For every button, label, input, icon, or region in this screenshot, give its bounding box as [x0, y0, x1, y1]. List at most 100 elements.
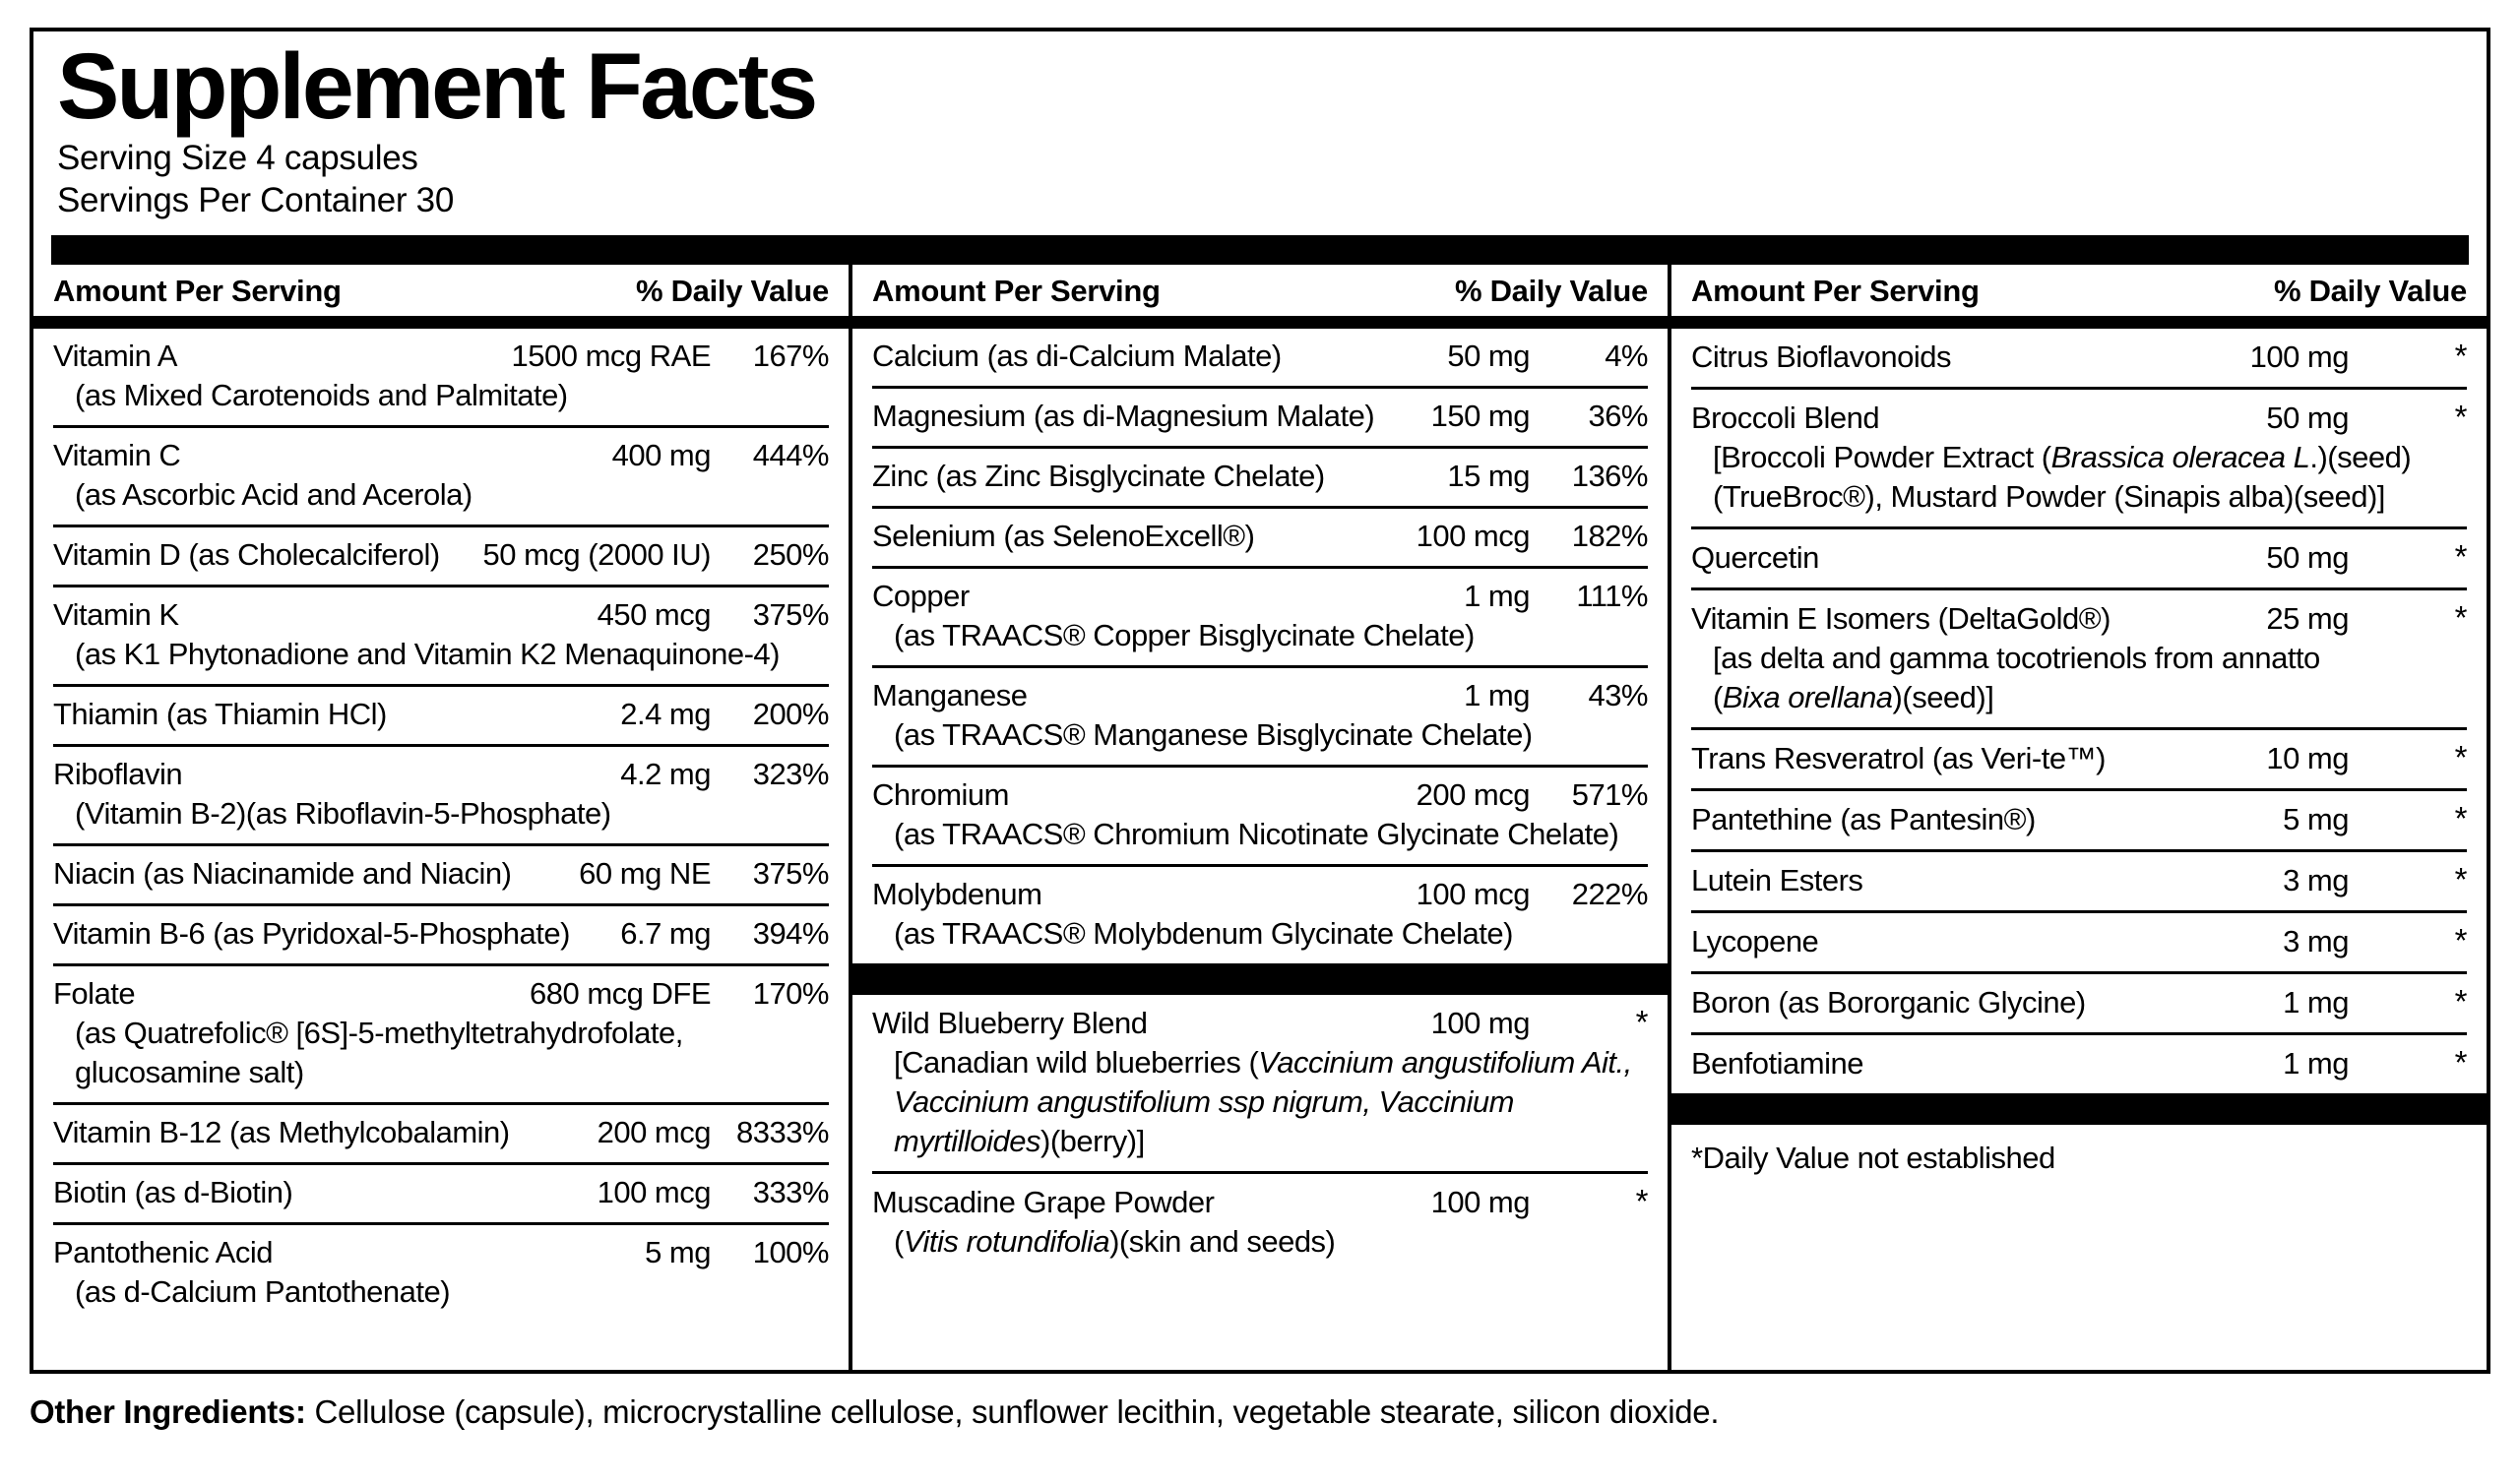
header-amount-label: Amount Per Serving: [872, 273, 1161, 308]
source-text: )(berry)]: [1040, 1123, 1145, 1158]
nutrient-name: Thiamin (as Thiamin HCl): [53, 696, 387, 731]
nutrient-dv: 182%: [1571, 518, 1649, 553]
nutrient-row: Chromium 200 mcg 571% (as TRAACS® Chromi…: [872, 764, 1649, 864]
nutrient-source: [as delta and gamma tocotrienols from an…: [1713, 640, 2320, 675]
source-text: )(seed)]: [1892, 679, 1994, 714]
nutrient-line: Vitamin B-6 (as Pyridoxal-5-Phosphate) 6…: [53, 914, 830, 954]
header-underline-bar: [33, 315, 849, 329]
nutrient-line: Molybdenum 100 mcg 222%: [872, 875, 1649, 914]
nutrient-name: Trans Resveratrol (as Veri-te™): [1691, 740, 2106, 775]
nutrient-name: Wild Blueberry Blend: [872, 1005, 1148, 1040]
nutrient-row: Citrus Bioflavonoids 100 mg *: [1691, 329, 2468, 387]
nutrient-name: Vitamin A: [53, 338, 177, 373]
nutrient-amount: 100 mcg: [1416, 876, 1531, 911]
nutrient-line: Benfotiamine 1 mg *: [1691, 1043, 2468, 1083]
nutrient-source: (Vitamin B-2)(as Riboflavin-5-Phosphate): [75, 795, 611, 831]
nutrient-amount: 1 mg: [1464, 677, 1530, 712]
daily-value-footnote: *Daily Value not established: [1691, 1140, 2055, 1175]
nutrient-source: (as K1 Phytonadione and Vitamin K2 Menaq…: [75, 636, 780, 671]
nutrient-amount: 1 mg: [1464, 578, 1530, 613]
column-1: Amount Per Serving % Daily Value Vitamin…: [33, 264, 852, 1370]
nutrient-amount: 1 mg: [2283, 984, 2349, 1020]
nutrient-name: Lutein Esters: [1691, 862, 1863, 897]
section-separator-bar: [852, 962, 1668, 995]
nutrient-amount: 2.4 mg: [620, 696, 711, 731]
nutrient-dv: 167%: [752, 338, 830, 373]
nutrient-amount: 50 mcg (2000 IU): [482, 536, 712, 572]
nutrient-amount: 100 mg: [1430, 1005, 1531, 1040]
latin-name: Vitis rotundifolia: [903, 1223, 1110, 1259]
nutrient-source: (as TRAACS® Molybdenum Glycinate Chelate…: [894, 915, 1513, 951]
nutrient-dv: 571%: [1571, 776, 1649, 812]
nutrient-line: Wild Blueberry Blend 100 mg *: [872, 1003, 1649, 1043]
header-separator-bar: [51, 234, 2469, 265]
nutrient-dv: *: [2454, 921, 2468, 958]
nutrient-dv: 375%: [752, 855, 830, 891]
column-2-rows: Calcium (as di-Calcium Malate) 50 mg 4% …: [852, 329, 1668, 1370]
nutrient-row: Vitamin D (as Cholecalciferol) 50 mcg (2…: [53, 524, 830, 585]
nutrient-line: Quercetin 50 mg *: [1691, 537, 2468, 578]
nutrient-dv: 111%: [1576, 578, 1648, 613]
nutrient-name: Manganese: [872, 677, 1028, 712]
nutrient-dv: *: [2454, 598, 2468, 636]
nutrient-dv: 323%: [752, 756, 830, 791]
nutrient-source: (as TRAACS® Copper Bisglycinate Chelate): [894, 617, 1475, 652]
nutrient-source: (as TRAACS® Manganese Bisglycinate Chela…: [894, 716, 1533, 752]
nutrient-name: Muscadine Grape Powder: [872, 1184, 1215, 1219]
nutrient-row: Calcium (as di-Calcium Malate) 50 mg 4%: [872, 329, 1649, 386]
nutrient-dv: 100%: [752, 1234, 830, 1269]
nutrient-row: Vitamin E Isomers (DeltaGold®) 25 mg * […: [1691, 587, 2468, 727]
nutrient-line: Broccoli Blend 50 mg *: [1691, 398, 2468, 438]
column-3-rows: Citrus Bioflavonoids 100 mg * Broccoli B…: [1671, 329, 2487, 1370]
nutrient-line: Chromium 200 mcg 571%: [872, 775, 1649, 815]
nutrient-dv: *: [1635, 1182, 1649, 1219]
nutrient-row: Copper 1 mg 111% (as TRAACS® Copper Bisg…: [872, 565, 1649, 665]
latin-name: Bixa orellana: [1722, 679, 1893, 714]
nutrient-amount: 100 mg: [1430, 1184, 1531, 1219]
nutrient-row: Folate 680 mcg DFE 170% (as Quatrefolic®…: [53, 962, 830, 1102]
column-1-rows: Vitamin A 1500 mcg RAE 167% (as Mixed Ca…: [33, 329, 849, 1370]
nutrient-dv: 200%: [752, 696, 830, 731]
nutrient-amount: 50 mg: [1447, 338, 1530, 373]
section-separator-bar: [1671, 1092, 2487, 1125]
nutrient-line: Manganese 1 mg 43%: [872, 676, 1649, 715]
nutrient-name: Vitamin K: [53, 596, 179, 632]
nutrient-row: Pantothenic Acid 5 mg 100% (as d-Calcium…: [53, 1221, 830, 1322]
nutrient-name: Vitamin E Isomers (DeltaGold®): [1691, 600, 2110, 636]
nutrient-source: (Bixa orellana)(seed)]: [1691, 678, 2467, 717]
header-dv-label: % Daily Value: [2274, 273, 2467, 308]
nutrient-name: Vitamin B-12 (as Methylcobalamin): [53, 1114, 510, 1149]
header-dv-label: % Daily Value: [1455, 273, 1648, 308]
nutrient-dv: 444%: [752, 437, 830, 472]
other-ingredients-label: Other Ingredients:: [30, 1393, 306, 1430]
nutrient-row: Lycopene 3 mg *: [1691, 909, 2468, 971]
supplement-facts-box: Supplement Facts Serving Size 4 capsules…: [30, 28, 2490, 1374]
nutrient-line: Lutein Esters 3 mg *: [1691, 860, 2468, 900]
nutrient-dv: *: [2454, 1043, 2468, 1081]
nutrient-line: Magnesium (as di-Magnesium Malate) 150 m…: [872, 397, 1649, 436]
nutrient-source: (as d-Calcium Pantothenate): [75, 1273, 451, 1309]
nutrient-dv: 43%: [1588, 677, 1648, 712]
nutrient-line: Riboflavin 4.2 mg 323%: [53, 755, 830, 794]
nutrient-line: Thiamin (as Thiamin HCl) 2.4 mg 200%: [53, 695, 830, 734]
source-text: .)(seed): [2309, 439, 2412, 474]
nutrient-line: Zinc (as Zinc Bisglycinate Chelate) 15 m…: [872, 457, 1649, 496]
nutrient-name: Citrus Bioflavonoids: [1691, 339, 1951, 374]
nutrient-line: Selenium (as SelenoExcell®) 100 mcg 182%: [872, 517, 1649, 556]
nutrient-row: Thiamin (as Thiamin HCl) 2.4 mg 200%: [53, 683, 830, 744]
nutrient-amount: 15 mg: [1447, 458, 1530, 493]
nutrient-row: Lutein Esters 3 mg *: [1691, 848, 2468, 910]
nutrient-amount: 3 mg: [2283, 862, 2349, 897]
nutrient-line: Boron (as Bororganic Glycine) 1 mg *: [1691, 982, 2468, 1022]
nutrient-source: (as Quatrefolic® [6S]-5-methyltetrahydro…: [75, 1015, 683, 1050]
other-ingredients-text: Cellulose (capsule), microcrystalline ce…: [305, 1393, 1720, 1430]
nutrient-row: Molybdenum 100 mcg 222% (as TRAACS® Moly…: [872, 863, 1649, 963]
nutrient-row: Wild Blueberry Blend 100 mg * [Canadian …: [872, 995, 1649, 1171]
nutrient-name: Broccoli Blend: [1691, 400, 1880, 435]
nutrient-source: (as TRAACS® Chromium Nicotinate Glycinat…: [894, 816, 1619, 851]
nutrient-name: Quercetin: [1691, 539, 1819, 575]
nutrient-row: Trans Resveratrol (as Veri-te™) 10 mg *: [1691, 726, 2468, 788]
nutrient-row: Niacin (as Niacinamide and Niacin) 60 mg…: [53, 842, 830, 903]
nutrient-name: Copper: [872, 578, 970, 613]
column-3-header: Amount Per Serving % Daily Value: [1671, 265, 2487, 316]
